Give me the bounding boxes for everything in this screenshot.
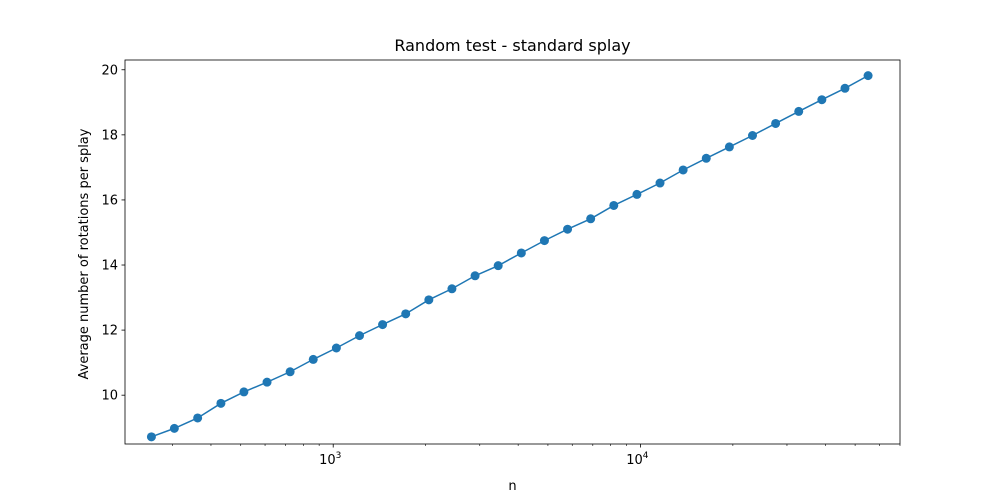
data-point <box>794 106 804 116</box>
data-point <box>401 309 411 319</box>
data-point <box>331 343 341 353</box>
data-point <box>609 200 619 210</box>
data-point <box>678 165 688 175</box>
data-point <box>748 131 757 140</box>
data-point <box>840 83 850 93</box>
data-point <box>493 261 503 271</box>
data-point <box>285 367 295 377</box>
chart-title: Random test - standard splay <box>394 36 630 55</box>
data-point <box>701 153 711 163</box>
data-point <box>424 295 434 305</box>
data-point <box>632 189 642 199</box>
data-point <box>470 271 480 281</box>
x-tick-label: 103 <box>319 451 341 468</box>
data-point <box>724 142 734 152</box>
data-point <box>169 423 179 433</box>
y-axis-label: Average number of rotations per splay <box>77 128 92 379</box>
series-line <box>151 74 869 438</box>
data-point <box>771 118 781 128</box>
data-point <box>817 95 827 105</box>
data-point <box>262 377 272 387</box>
y-tick-label: 10 <box>101 389 118 404</box>
x-tick-label-base: 10 <box>626 453 643 468</box>
data-point <box>516 248 526 258</box>
data-point <box>563 224 573 234</box>
data-point <box>378 320 388 330</box>
x-axis-label: n <box>508 479 516 494</box>
data-point <box>355 331 365 341</box>
x-tick-label-exponent: 3 <box>336 451 342 461</box>
x-axis-ticks: 103 104 <box>172 444 901 468</box>
y-tick-label: 12 <box>101 324 118 339</box>
data-point <box>655 178 665 188</box>
plot-frame <box>124 59 901 445</box>
data-point <box>239 387 249 397</box>
data-point <box>146 432 156 442</box>
y-tick-label: 20 <box>101 63 118 78</box>
x-tick-label: 104 <box>626 451 649 468</box>
y-axis-ticks: 10 12 14 16 18 20 <box>101 63 125 404</box>
data-point <box>863 71 873 81</box>
data-point <box>539 236 549 246</box>
x-tick-label-base: 10 <box>319 453 336 468</box>
x-tick-label-exponent: 4 <box>643 451 649 461</box>
data-point <box>586 214 596 224</box>
series-layer <box>146 71 873 442</box>
y-tick-label: 14 <box>101 259 118 274</box>
data-point <box>193 413 203 423</box>
data-point <box>447 284 457 294</box>
y-tick-label: 16 <box>101 193 118 208</box>
data-point <box>308 354 318 364</box>
data-point <box>216 398 226 408</box>
y-tick-label: 18 <box>101 128 118 143</box>
